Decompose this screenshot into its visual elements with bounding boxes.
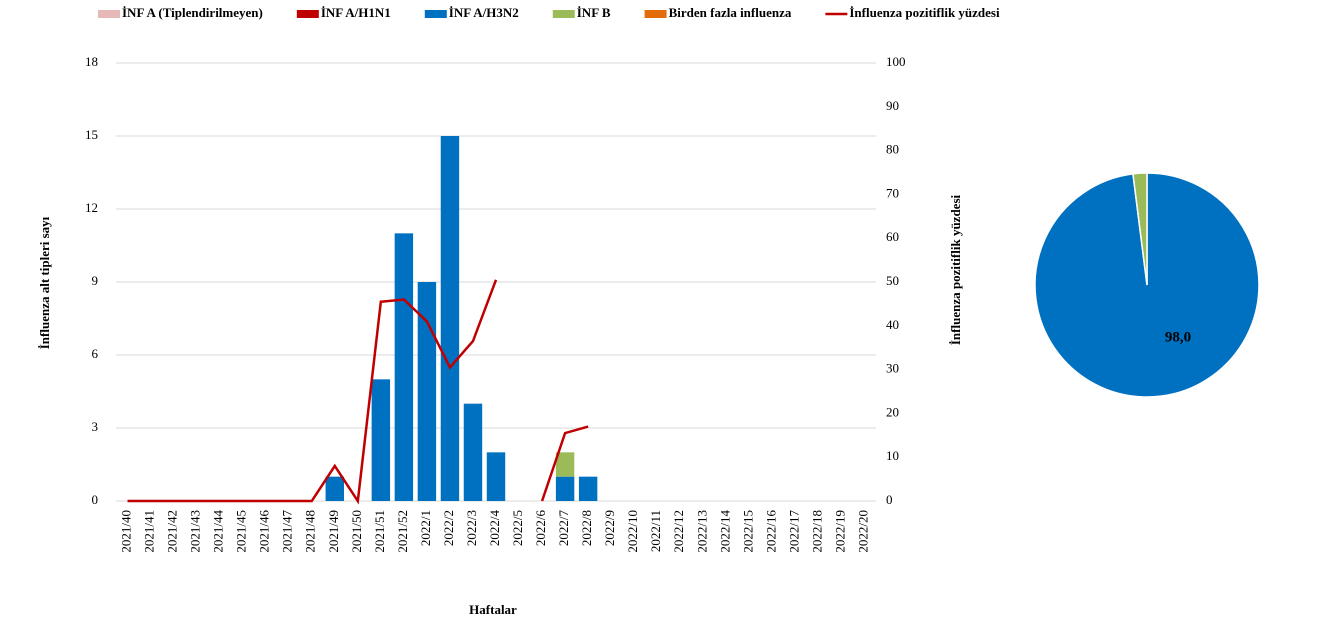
x-tick-label: 2022/8 — [579, 510, 594, 546]
y2-tick-label: 30 — [886, 361, 899, 376]
bar — [578, 476, 598, 501]
y2-tick-label: 60 — [886, 229, 899, 244]
x-tick-label: 2022/18 — [809, 510, 824, 553]
x-tick-label: 2021/49 — [326, 510, 341, 553]
x-tick-label: 2021/42 — [165, 510, 180, 553]
x-tick-label: 2021/51 — [372, 510, 387, 553]
y2-tick-label: 70 — [886, 185, 899, 200]
x-tick-label: 2021/52 — [395, 510, 410, 553]
x-tick-label: 2022/14 — [717, 510, 732, 553]
x-tick-label: 2021/46 — [257, 510, 272, 553]
x-tick-label: 2021/44 — [211, 510, 226, 553]
legend-label: İNF A (Tiplendirilmeyen) — [122, 5, 263, 20]
bar — [463, 403, 483, 501]
y2-tick-label: 100 — [886, 54, 906, 69]
x-tick-label: 2022/17 — [786, 510, 801, 553]
legend-label: İNF A/H1N1 — [321, 5, 391, 20]
x-tick-label: 2022/3 — [464, 510, 479, 546]
y-axis-title: İnfluenza alt tipleri sayı — [37, 216, 52, 349]
x-tick-label: 2022/11 — [648, 510, 663, 552]
y-tick-label: 9 — [92, 273, 99, 288]
x-tick-label: 2022/2 — [441, 510, 456, 546]
x-tick-label: 2021/41 — [142, 510, 157, 553]
bar — [325, 476, 344, 501]
y2-tick-label: 80 — [886, 142, 899, 157]
x-tick-label: 2021/50 — [349, 510, 364, 553]
x-tick-label: 2022/12 — [671, 510, 686, 553]
y2-tick-label: 40 — [886, 317, 899, 332]
pie-slice — [1132, 172, 1148, 286]
y-tick-label: 12 — [85, 200, 98, 215]
bar — [417, 282, 437, 501]
x-tick-label: 2022/7 — [556, 510, 571, 547]
y-tick-label: 18 — [85, 54, 98, 69]
bar — [394, 233, 414, 502]
legend-swatch — [98, 10, 120, 18]
bar — [486, 452, 506, 501]
legend-label: Birden fazla influenza — [669, 5, 792, 20]
x-tick-label: 2022/10 — [625, 510, 640, 553]
legend-swatch — [424, 10, 447, 18]
x-tick-label: 2022/4 — [487, 510, 502, 547]
x-tick-label: 2021/45 — [234, 510, 249, 553]
bar — [440, 136, 460, 501]
x-tick-label: 2022/6 — [533, 510, 548, 547]
line — [127, 279, 589, 505]
x-tick-label: 2022/13 — [694, 510, 709, 553]
x-tick-label: 2022/15 — [740, 510, 755, 553]
legend-label: İnfluenza pozitiflik yüzdesi — [849, 5, 1000, 20]
x-tick-label: 2021/43 — [188, 510, 203, 553]
x-tick-label: 2022/19 — [832, 510, 847, 553]
legend-label: İNF A/H3N2 — [449, 5, 519, 20]
legend-swatch — [296, 10, 319, 18]
legend-swatch — [644, 10, 667, 18]
x-tick-label: 2021/40 — [118, 510, 133, 553]
y-tick-label: 3 — [92, 419, 99, 434]
bar — [371, 379, 391, 501]
x-tick-label: 2022/5 — [510, 510, 525, 546]
x-axis-title: Haftalar — [469, 602, 517, 617]
x-tick-label: 2021/47 — [280, 510, 295, 553]
y-tick-label: 0 — [92, 492, 99, 507]
y2-tick-label: 0 — [886, 492, 893, 507]
y-tick-label: 6 — [92, 346, 99, 361]
x-tick-label: 2022/9 — [602, 510, 617, 546]
x-tick-label: 2022/20 — [855, 510, 870, 553]
y2-tick-label: 50 — [886, 273, 899, 288]
y2-axis-title: İnfluenza pozitiflik yüzdesi — [948, 195, 963, 346]
x-tick-label: 2022/1 — [418, 510, 433, 546]
y2-tick-label: 90 — [886, 98, 899, 113]
x-tick-label: 2021/48 — [303, 510, 318, 553]
pie-label: 98,0 — [1165, 329, 1191, 345]
x-tick-label: 2022/16 — [763, 510, 778, 553]
y2-tick-label: 20 — [886, 404, 899, 419]
y-tick-label: 15 — [85, 127, 98, 142]
y2-tick-label: 10 — [886, 448, 899, 463]
bar — [555, 476, 575, 501]
bar — [555, 452, 575, 477]
legend-label: İNF B — [577, 5, 611, 20]
legend-swatch — [552, 10, 575, 18]
